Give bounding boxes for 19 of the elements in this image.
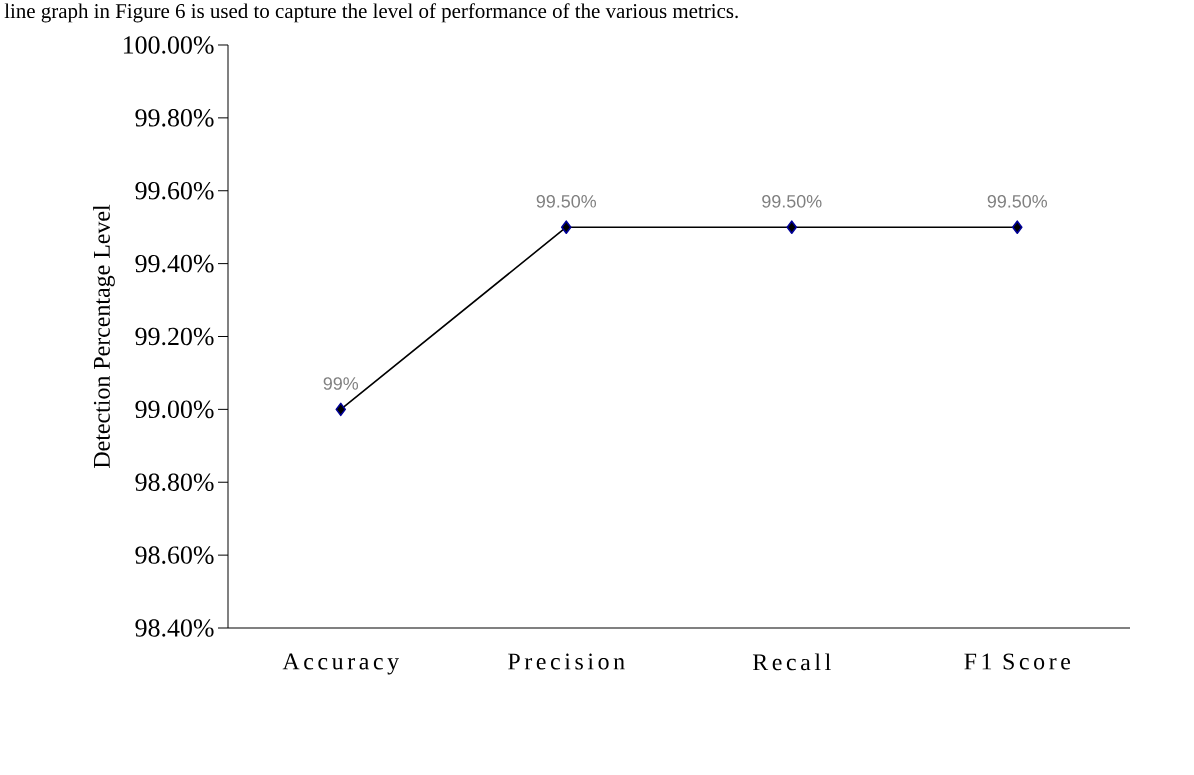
x-tick-label: Accuracy xyxy=(282,653,400,675)
y-tick-label: 99.20% xyxy=(135,327,214,346)
x-tick-label: Precision xyxy=(508,653,625,670)
y-tick-label: 98.40% xyxy=(135,619,214,637)
data-label: 99.50% xyxy=(536,194,597,208)
y-tick-label: 99.00% xyxy=(135,400,214,419)
y-tick-label: 99.60% xyxy=(135,181,214,200)
y-tick-label: 99.40% xyxy=(135,254,214,273)
text: line graph in Figure 6 is used to capture the level of performance of the various metrics. xyxy=(4,3,738,23)
data-label: 99.50% xyxy=(762,194,822,208)
y-tick-label: 98.60% xyxy=(135,546,214,564)
y-axis-title: Detection Percentage Level xyxy=(93,204,115,468)
x-tick-label: F1 Score xyxy=(964,653,1071,670)
y-tick-label: 98.80% xyxy=(135,473,214,492)
x-tick-label: Recall xyxy=(752,653,831,671)
y-tick-label: 100.00% xyxy=(123,36,214,54)
data-label: 99.50% xyxy=(987,194,1048,208)
y-tick-label: 99.80% xyxy=(135,109,214,127)
data-label: 99% xyxy=(323,377,359,390)
